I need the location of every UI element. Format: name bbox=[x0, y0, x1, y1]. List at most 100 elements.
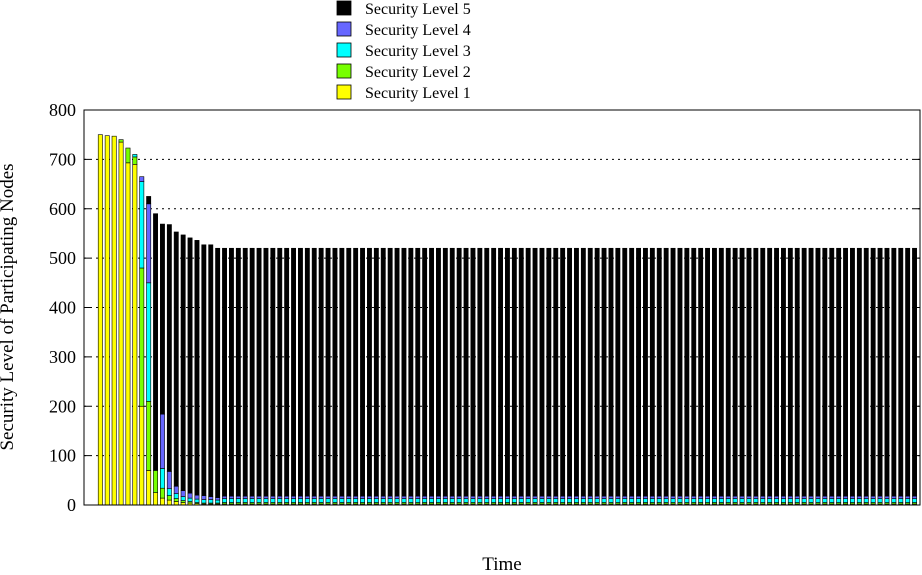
legend-swatch bbox=[336, 42, 352, 58]
bar-segment-security-level-3 bbox=[643, 498, 648, 503]
bar-segment-security-level-3 bbox=[608, 498, 614, 503]
bar-segment-security-level-4 bbox=[436, 495, 441, 499]
bar-segment-security-level-4 bbox=[629, 495, 635, 499]
bar-segment-security-level-4 bbox=[139, 176, 145, 182]
bar-segment-security-level-5 bbox=[408, 247, 414, 497]
bar-segment-security-level-5 bbox=[173, 231, 179, 487]
bar-segment-security-level-3 bbox=[794, 498, 800, 503]
bar-segment-security-level-4 bbox=[608, 495, 614, 499]
bar-segment-security-level-3 bbox=[208, 499, 214, 504]
bar-segment-security-level-5 bbox=[491, 247, 497, 497]
bar-segment-security-level-5 bbox=[194, 240, 200, 496]
bar-segment-security-level-3 bbox=[615, 498, 621, 503]
bar-segment-security-level-2 bbox=[139, 267, 145, 407]
bar-segment-security-level-4 bbox=[456, 495, 462, 499]
bar-segment-security-level-4 bbox=[746, 495, 752, 499]
y-tick-label: 300 bbox=[49, 347, 76, 367]
bar-segment-security-level-3 bbox=[505, 498, 510, 503]
bar-segment-security-level-4 bbox=[622, 495, 628, 499]
bar-segment-security-level-3 bbox=[553, 498, 559, 503]
bar-segment-security-level-5 bbox=[532, 247, 538, 497]
bar-segment-security-level-3 bbox=[360, 498, 365, 503]
bar-segment-security-level-5 bbox=[394, 247, 400, 497]
bar-segment-security-level-2 bbox=[146, 401, 152, 471]
bar-segment-security-level-5 bbox=[215, 247, 221, 498]
bar-segment-security-level-3 bbox=[739, 498, 745, 503]
bar-segment-security-level-4 bbox=[332, 495, 338, 499]
bar-segment-security-level-4 bbox=[767, 495, 773, 499]
bar-segment-security-level-4 bbox=[242, 495, 248, 499]
y-tick-label: 600 bbox=[49, 199, 76, 219]
bar-segment-security-level-3 bbox=[636, 498, 641, 503]
bar-segment-security-level-5 bbox=[684, 247, 690, 497]
bar-segment-security-level-5 bbox=[739, 247, 745, 497]
bar-segment-security-level-5 bbox=[629, 247, 635, 497]
bar-segment-security-level-5 bbox=[636, 247, 641, 497]
bar-segment-security-level-3 bbox=[298, 498, 303, 503]
bar-segment-security-level-3 bbox=[132, 154, 138, 158]
bar-segment-security-level-5 bbox=[608, 247, 614, 497]
bar-segment-security-level-5 bbox=[387, 247, 393, 497]
bar-segment-security-level-1 bbox=[125, 162, 131, 506]
bar-segment-security-level-5 bbox=[898, 247, 904, 497]
bar-segment-security-level-5 bbox=[801, 247, 807, 497]
bar-segment-security-level-4 bbox=[712, 495, 717, 499]
legend-swatch bbox=[336, 63, 352, 79]
bar-segment-security-level-3 bbox=[325, 498, 331, 503]
bar-segment-security-level-4 bbox=[677, 495, 683, 499]
bar-segment-security-level-3 bbox=[380, 498, 386, 503]
bar-segment-security-level-4 bbox=[180, 490, 186, 497]
bar-segment-security-level-4 bbox=[670, 495, 676, 499]
bar-segment-security-level-3 bbox=[677, 498, 683, 503]
bar-segment-security-level-5 bbox=[698, 247, 704, 497]
bar-segment-security-level-5 bbox=[284, 247, 290, 497]
bar-segment-security-level-4 bbox=[194, 494, 200, 500]
bar-segment-security-level-3 bbox=[180, 496, 186, 501]
bar-segment-security-level-3 bbox=[332, 498, 338, 503]
bar-segment-security-level-5 bbox=[822, 247, 828, 497]
bar-segment-security-level-4 bbox=[794, 495, 800, 499]
bar-segment-security-level-3 bbox=[815, 498, 821, 503]
bar-segment-security-level-5 bbox=[235, 247, 241, 497]
bar-segment-security-level-5 bbox=[560, 247, 566, 497]
bar-segment-security-level-3 bbox=[546, 498, 552, 503]
bar-segment-security-level-5 bbox=[884, 247, 890, 497]
bar-segment-security-level-5 bbox=[670, 247, 676, 497]
bar-segment-security-level-4 bbox=[725, 495, 731, 499]
bar-segment-security-level-4 bbox=[318, 495, 324, 499]
bar-segment-security-level-1 bbox=[146, 470, 152, 506]
bar-segment-security-level-3 bbox=[373, 498, 379, 503]
bar-segment-security-level-4 bbox=[580, 495, 586, 499]
bar-segment-security-level-1 bbox=[139, 405, 145, 506]
bar-segment-security-level-2 bbox=[153, 470, 158, 493]
bar-segment-security-level-1 bbox=[97, 134, 103, 506]
bar-segment-security-level-4 bbox=[367, 495, 372, 499]
bar-segment-security-level-3 bbox=[863, 498, 869, 503]
bar-segment-security-level-4 bbox=[718, 495, 724, 499]
y-tick-label: 500 bbox=[49, 248, 76, 268]
bar-segment-security-level-5 bbox=[829, 247, 835, 497]
bar-segment-security-level-4 bbox=[415, 495, 421, 499]
bar-segment-security-level-4 bbox=[394, 495, 400, 499]
bar-segment-security-level-4 bbox=[498, 495, 503, 499]
bar-segment-security-level-3 bbox=[787, 498, 793, 503]
bar-segment-security-level-5 bbox=[912, 247, 917, 497]
bar-segment-security-level-5 bbox=[380, 247, 386, 497]
y-tick-label: 800 bbox=[49, 100, 76, 120]
bar-segment-security-level-4 bbox=[850, 495, 855, 499]
bar-segment-security-level-5 bbox=[298, 247, 303, 497]
bar-segment-security-level-4 bbox=[691, 495, 697, 499]
bar-segment-security-level-5 bbox=[470, 247, 476, 497]
bar-segment-security-level-3 bbox=[829, 498, 835, 503]
bar-segment-security-level-5 bbox=[332, 247, 338, 497]
bar-segment-security-level-2 bbox=[118, 139, 124, 143]
bar-segment-security-level-5 bbox=[367, 247, 372, 497]
bar-segment-security-level-3 bbox=[463, 498, 469, 503]
bar-segment-security-level-3 bbox=[242, 498, 248, 503]
bar-segment-security-level-4 bbox=[815, 495, 821, 499]
bar-segment-security-level-5 bbox=[732, 247, 738, 497]
bar-segment-security-level-3 bbox=[284, 498, 290, 503]
bar-segment-security-level-3 bbox=[270, 498, 276, 503]
bar-segment-security-level-5 bbox=[567, 247, 572, 497]
bar-segment-security-level-5 bbox=[574, 247, 579, 497]
